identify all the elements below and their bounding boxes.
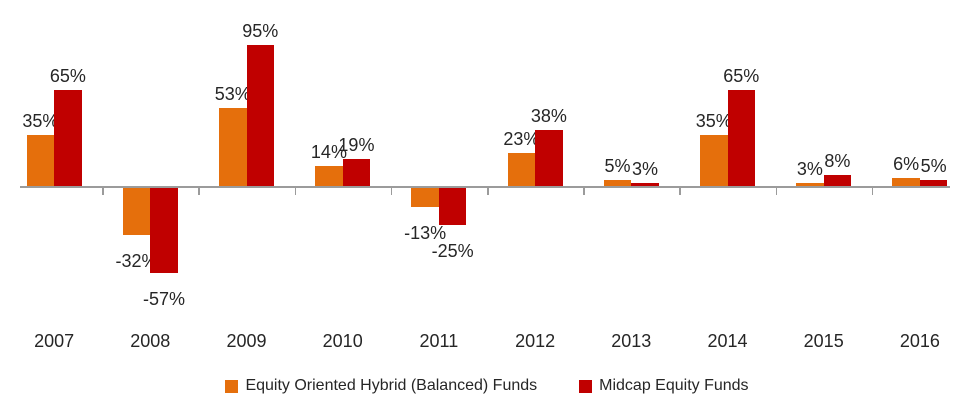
legend-swatch-hybrid-funds-icon (225, 379, 239, 393)
bar-value-label: -25% (431, 240, 474, 261)
legend-label-midcap-funds: Midcap Equity Funds (599, 377, 749, 394)
legend-item-midcap-funds: Midcap Equity Funds (579, 376, 749, 396)
x-axis-label: 2013 (611, 331, 652, 351)
axis-tick (775, 186, 778, 195)
legend: Equity Oriented Hybrid (Balanced) Funds … (0, 375, 974, 397)
bar-2009-series1 (246, 44, 274, 187)
bar-2010-series1 (342, 158, 371, 187)
x-axis-label: 2009 (226, 331, 267, 351)
bar-2014-series0 (700, 134, 728, 187)
bar-value-label: 38% (530, 106, 567, 126)
bar-2015-series0 (796, 182, 824, 187)
x-axis-label: 2016 (899, 331, 940, 351)
axis-tick (198, 186, 200, 195)
axis-tick (102, 186, 104, 195)
bar-2014-series1 (727, 89, 755, 187)
bar-2011-series0 (411, 187, 439, 207)
bar-2007-series0 (26, 134, 55, 187)
bar-2009-series0 (219, 107, 247, 187)
bar-2016-series0 (892, 178, 920, 187)
bar-value-label: 5% (604, 155, 631, 176)
axis-tick (583, 186, 585, 195)
bar-value-label: -57% (143, 288, 186, 309)
bar-2013-series0 (603, 179, 632, 187)
bar-value-label: -32% (115, 251, 158, 271)
bar-2012-series1 (535, 130, 563, 187)
x-axis-label: 2015 (803, 331, 844, 351)
bar-value-label: 5% (920, 155, 947, 176)
bar-value-label: 95% (242, 20, 279, 41)
bar-2012-series0 (507, 152, 536, 187)
bar-value-label: 23% (503, 128, 540, 149)
axis-tick (487, 186, 489, 195)
x-axis-label: 2008 (130, 331, 171, 351)
bar-value-label: 3% (632, 158, 659, 179)
x-axis-line (20, 186, 950, 188)
bar-value-label: 35% (695, 110, 732, 131)
x-axis-label: 2011 (419, 331, 459, 351)
axis-tick (679, 186, 681, 195)
bar-value-label: 35% (22, 110, 59, 131)
bar-value-label: 19% (338, 134, 375, 155)
axis-tick (294, 186, 297, 195)
bar-value-label: -13% (404, 222, 447, 243)
x-axis-label: 2012 (515, 331, 556, 351)
bar-value-label: 8% (824, 151, 851, 171)
bar-value-label: 65% (723, 65, 760, 86)
bar-2013-series1 (631, 182, 659, 187)
axis-tick (390, 186, 393, 195)
bar-2007-series1 (54, 89, 82, 187)
bar-value-label: 65% (49, 65, 86, 86)
bar-2016-series1 (919, 179, 948, 187)
bar-2011-series1 (438, 187, 467, 225)
bar-value-label: 6% (893, 154, 920, 174)
bar-2008-series1 (150, 187, 178, 273)
bar-2008-series0 (122, 187, 151, 235)
legend-label-hybrid-funds: Equity Oriented Hybrid (Balanced) Funds (245, 377, 538, 394)
x-axis-label: 2014 (707, 331, 748, 351)
bar-value-label: 53% (214, 83, 251, 104)
bar-value-label: 3% (796, 158, 823, 179)
legend-swatch-midcap-funds-icon (579, 379, 593, 393)
x-axis-label: 2010 (322, 331, 363, 351)
x-axis-label: 2007 (34, 331, 75, 351)
bar-value-label: 14% (310, 142, 347, 162)
bar-2010-series0 (315, 166, 343, 187)
axis-tick (871, 186, 874, 195)
bar-2015-series1 (823, 175, 852, 187)
legend-item-hybrid-funds: Equity Oriented Hybrid (Balanced) Funds (225, 376, 537, 396)
